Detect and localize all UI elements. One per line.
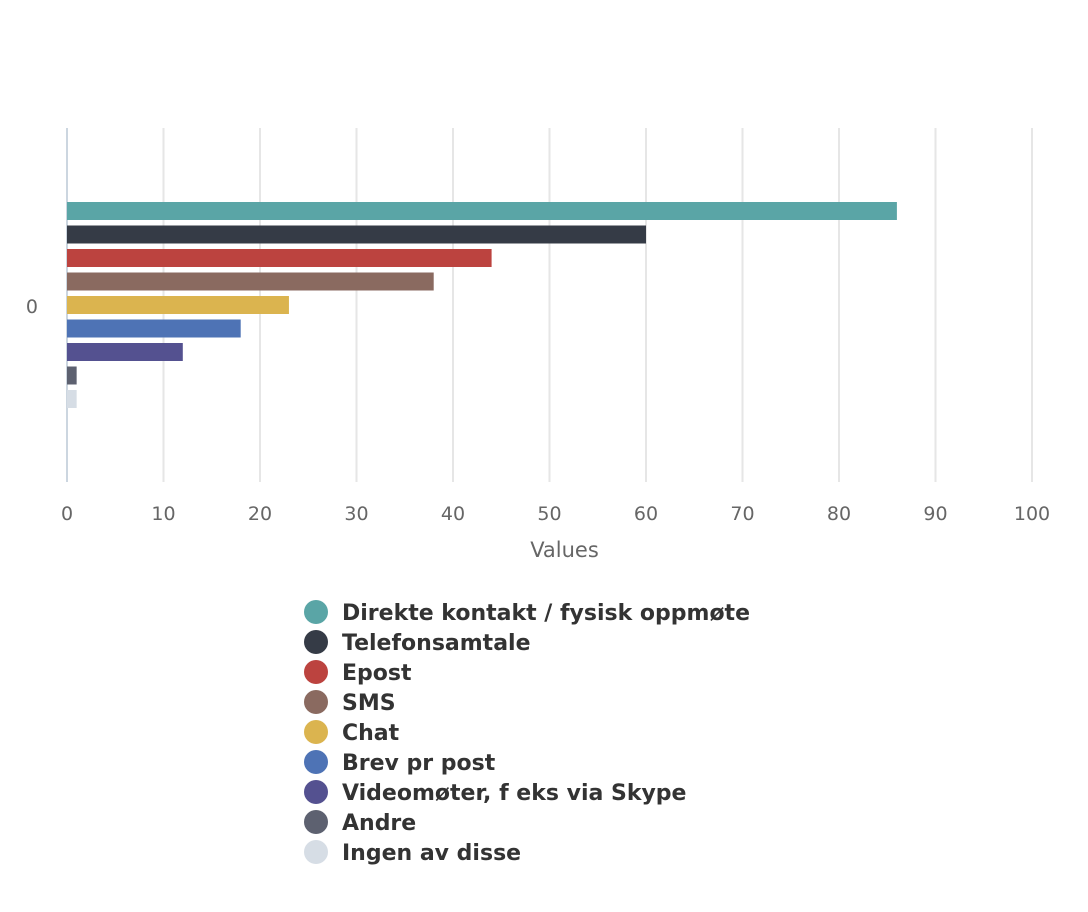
legend-item-label[interactable]: Brev pr post	[342, 751, 496, 776]
legend-marker	[304, 630, 328, 654]
axes: 0 Values 0 10 20 30 40 50 60 70 80 90 100	[26, 296, 1050, 562]
bar[interactable]	[67, 202, 897, 220]
bar[interactable]	[67, 366, 77, 385]
bars	[67, 202, 897, 408]
x-tick-label: 80	[827, 503, 851, 525]
bar[interactable]	[67, 296, 289, 314]
legend-marker	[304, 810, 328, 834]
x-tick-label: 0	[61, 503, 73, 525]
legend-marker	[304, 780, 328, 804]
legend-marker	[304, 690, 328, 714]
legend-item-label[interactable]: Telefonsamtale	[342, 631, 531, 656]
legend-marker	[304, 600, 328, 624]
legend-item-label[interactable]: Direkte kontakt / fysisk oppmøte	[342, 601, 750, 626]
legend-item-label[interactable]: Videomøter, f eks via Skype	[342, 781, 686, 806]
grid-lines	[66, 128, 1033, 482]
x-tick-label: 10	[151, 503, 175, 525]
legend-item-label[interactable]: Andre	[342, 811, 416, 836]
bar[interactable]	[67, 225, 646, 244]
x-tick-label: 60	[634, 503, 658, 525]
bar[interactable]	[67, 343, 183, 361]
x-axis-title: Values	[530, 538, 599, 562]
bar[interactable]	[67, 249, 492, 267]
legend-item-label[interactable]: Chat	[342, 721, 400, 746]
legend-marker	[304, 750, 328, 774]
legend-marker	[304, 660, 328, 684]
x-tick-label: 70	[730, 503, 754, 525]
x-tick-label: 50	[537, 503, 561, 525]
legend: Direkte kontakt / fysisk oppmøte Telefons…	[304, 600, 750, 866]
bar[interactable]	[67, 390, 77, 408]
legend-marker	[304, 720, 328, 744]
legend-item-label[interactable]: Epost	[342, 661, 412, 686]
x-tick-label: 90	[923, 503, 947, 525]
category-tick-label: 0	[26, 296, 38, 318]
legend-marker	[304, 840, 328, 864]
legend-item-label[interactable]: SMS	[342, 691, 396, 716]
bar[interactable]	[67, 319, 241, 338]
x-tick-label: 100	[1014, 503, 1050, 525]
x-tick-label: 20	[248, 503, 272, 525]
x-tick-label: 30	[344, 503, 368, 525]
x-tick-label: 40	[441, 503, 465, 525]
legend-item-label[interactable]: Ingen av disse	[342, 841, 521, 866]
bar[interactable]	[67, 272, 434, 291]
